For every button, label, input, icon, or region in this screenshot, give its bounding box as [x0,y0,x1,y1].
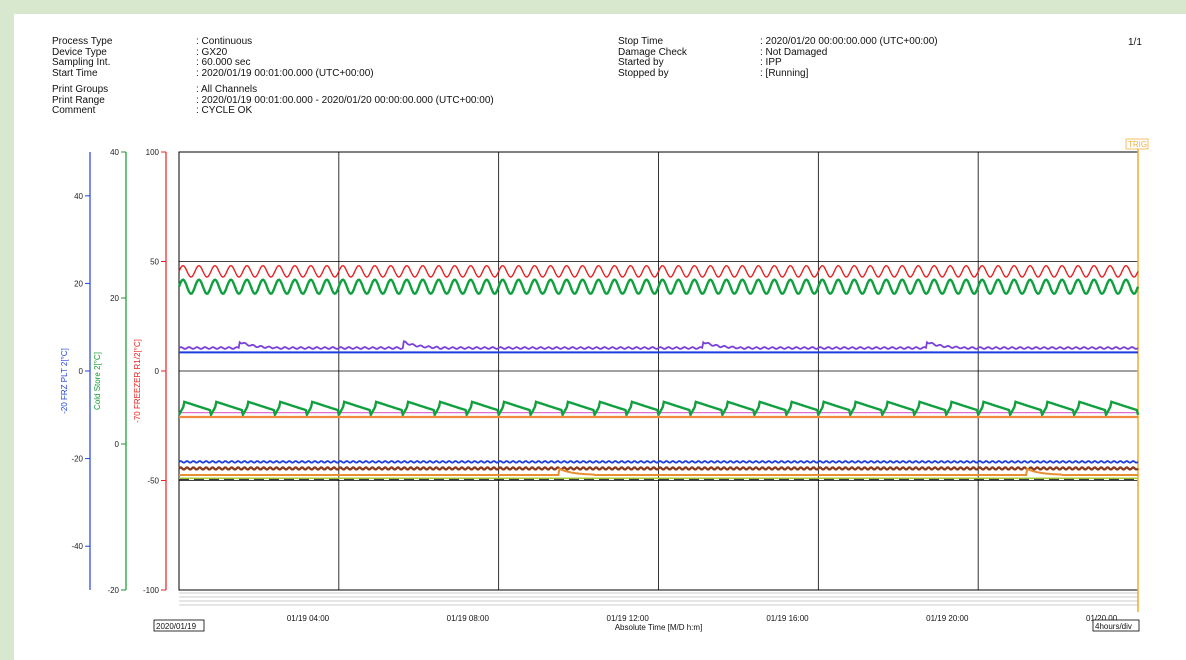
trigger-label: TRIG [1128,140,1147,149]
series-line [179,467,1138,476]
value-damage-check: : Not Damaged [760,46,828,58]
x-tick-label: 01/19 12:00 [607,614,650,623]
value-comment: : CYCLE OK [196,105,253,116]
value-device-type: : GX20 [196,46,228,58]
value-print-range: : 2020/01/19 00:01:00.000 - 2020/01/20 0… [196,94,494,106]
x-axis-title: Absolute Time [M/D h:m] [615,623,703,632]
y-tick-label: 20 [110,294,119,303]
header-left-labels: Process Type Device Type Sampling Int. S… [52,36,113,117]
x-tick-label: 01/19 16:00 [766,614,809,623]
y-tick-label: 40 [74,192,83,201]
value-stopped-by: : [Running] [760,67,809,79]
label-comment: Comment [52,105,96,116]
label-damage-check: Damage Check [618,46,687,58]
value-started-by: : IPP [760,57,782,68]
label-sampling-int: Sampling Int. [52,57,111,68]
label-device-type: Device Type [52,46,107,58]
series-line [178,460,1139,464]
div-label: 4hours/div [1095,622,1132,631]
label-stopped-by: Stopped by [618,67,669,79]
y-tick-label: 100 [146,148,160,157]
series-line [178,264,1139,278]
y-tick-label: -20 [107,586,119,595]
header-right-labels: Stop Time Damage Check Started by Stoppe… [618,36,687,79]
series-line [178,466,1139,471]
y-tick-label: -50 [147,477,159,486]
label-started-by: Started by [618,57,664,68]
label-process-type: Process Type [52,36,113,47]
label-print-groups: Print Groups [52,84,109,95]
value-print-groups: : All Channels [196,84,258,95]
x-tick-label: 01/19 08:00 [447,614,490,623]
trigger-box [1125,138,1149,150]
y-tick-label: 40 [110,148,119,157]
series-line [177,278,1140,296]
y-tick-label: 0 [79,367,84,376]
label-print-range: Print Range [52,94,105,106]
y-axis-title: -20 FRZ PLT 2[°C] [60,348,69,414]
label-stop-time: Stop Time [618,36,664,47]
label-start-time: Start Time [52,67,98,79]
header-left-values: : Continuous : GX20 : 60.000 sec : 2020/… [196,36,494,117]
value-start-time: : 2020/01/19 00:01:00.000 (UTC+00:00) [196,67,374,79]
value-stop-time: : 2020/01/20 00:00:00.000 (UTC+00:00) [760,36,938,47]
y-axis-title: Cold Store 2[°C] [93,352,102,410]
x-tick-label: 01/20 00 [1086,614,1118,623]
y-tick-label: 50 [150,258,159,267]
y-tick-label: -100 [143,586,160,595]
report-sheet [14,14,1186,660]
page-number: 1/1 [1128,37,1142,48]
x-tick-label: 01/19 20:00 [926,614,969,623]
y-tick-label: 20 [74,279,83,288]
value-process-type: : Continuous [196,36,253,47]
y-tick-label: -20 [71,455,83,464]
div-box [1092,619,1140,632]
y-axis-title: -70 FREEZER R1/2[°C] [133,339,142,423]
value-sampling-int: : 60.000 sec [196,57,251,68]
y-tick-label: 0 [155,367,160,376]
series-line [178,340,1139,350]
y-tick-label: -40 [71,542,83,551]
series-line [177,400,1140,419]
start-date-label: 2020/01/19 [156,622,197,631]
header-right-values: : 2020/01/20 00:00:00.000 (UTC+00:00) : … [760,36,938,79]
start-date-box [153,619,205,632]
x-tick-label: 01/19 04:00 [287,614,330,623]
y-tick-label: 0 [115,440,120,449]
